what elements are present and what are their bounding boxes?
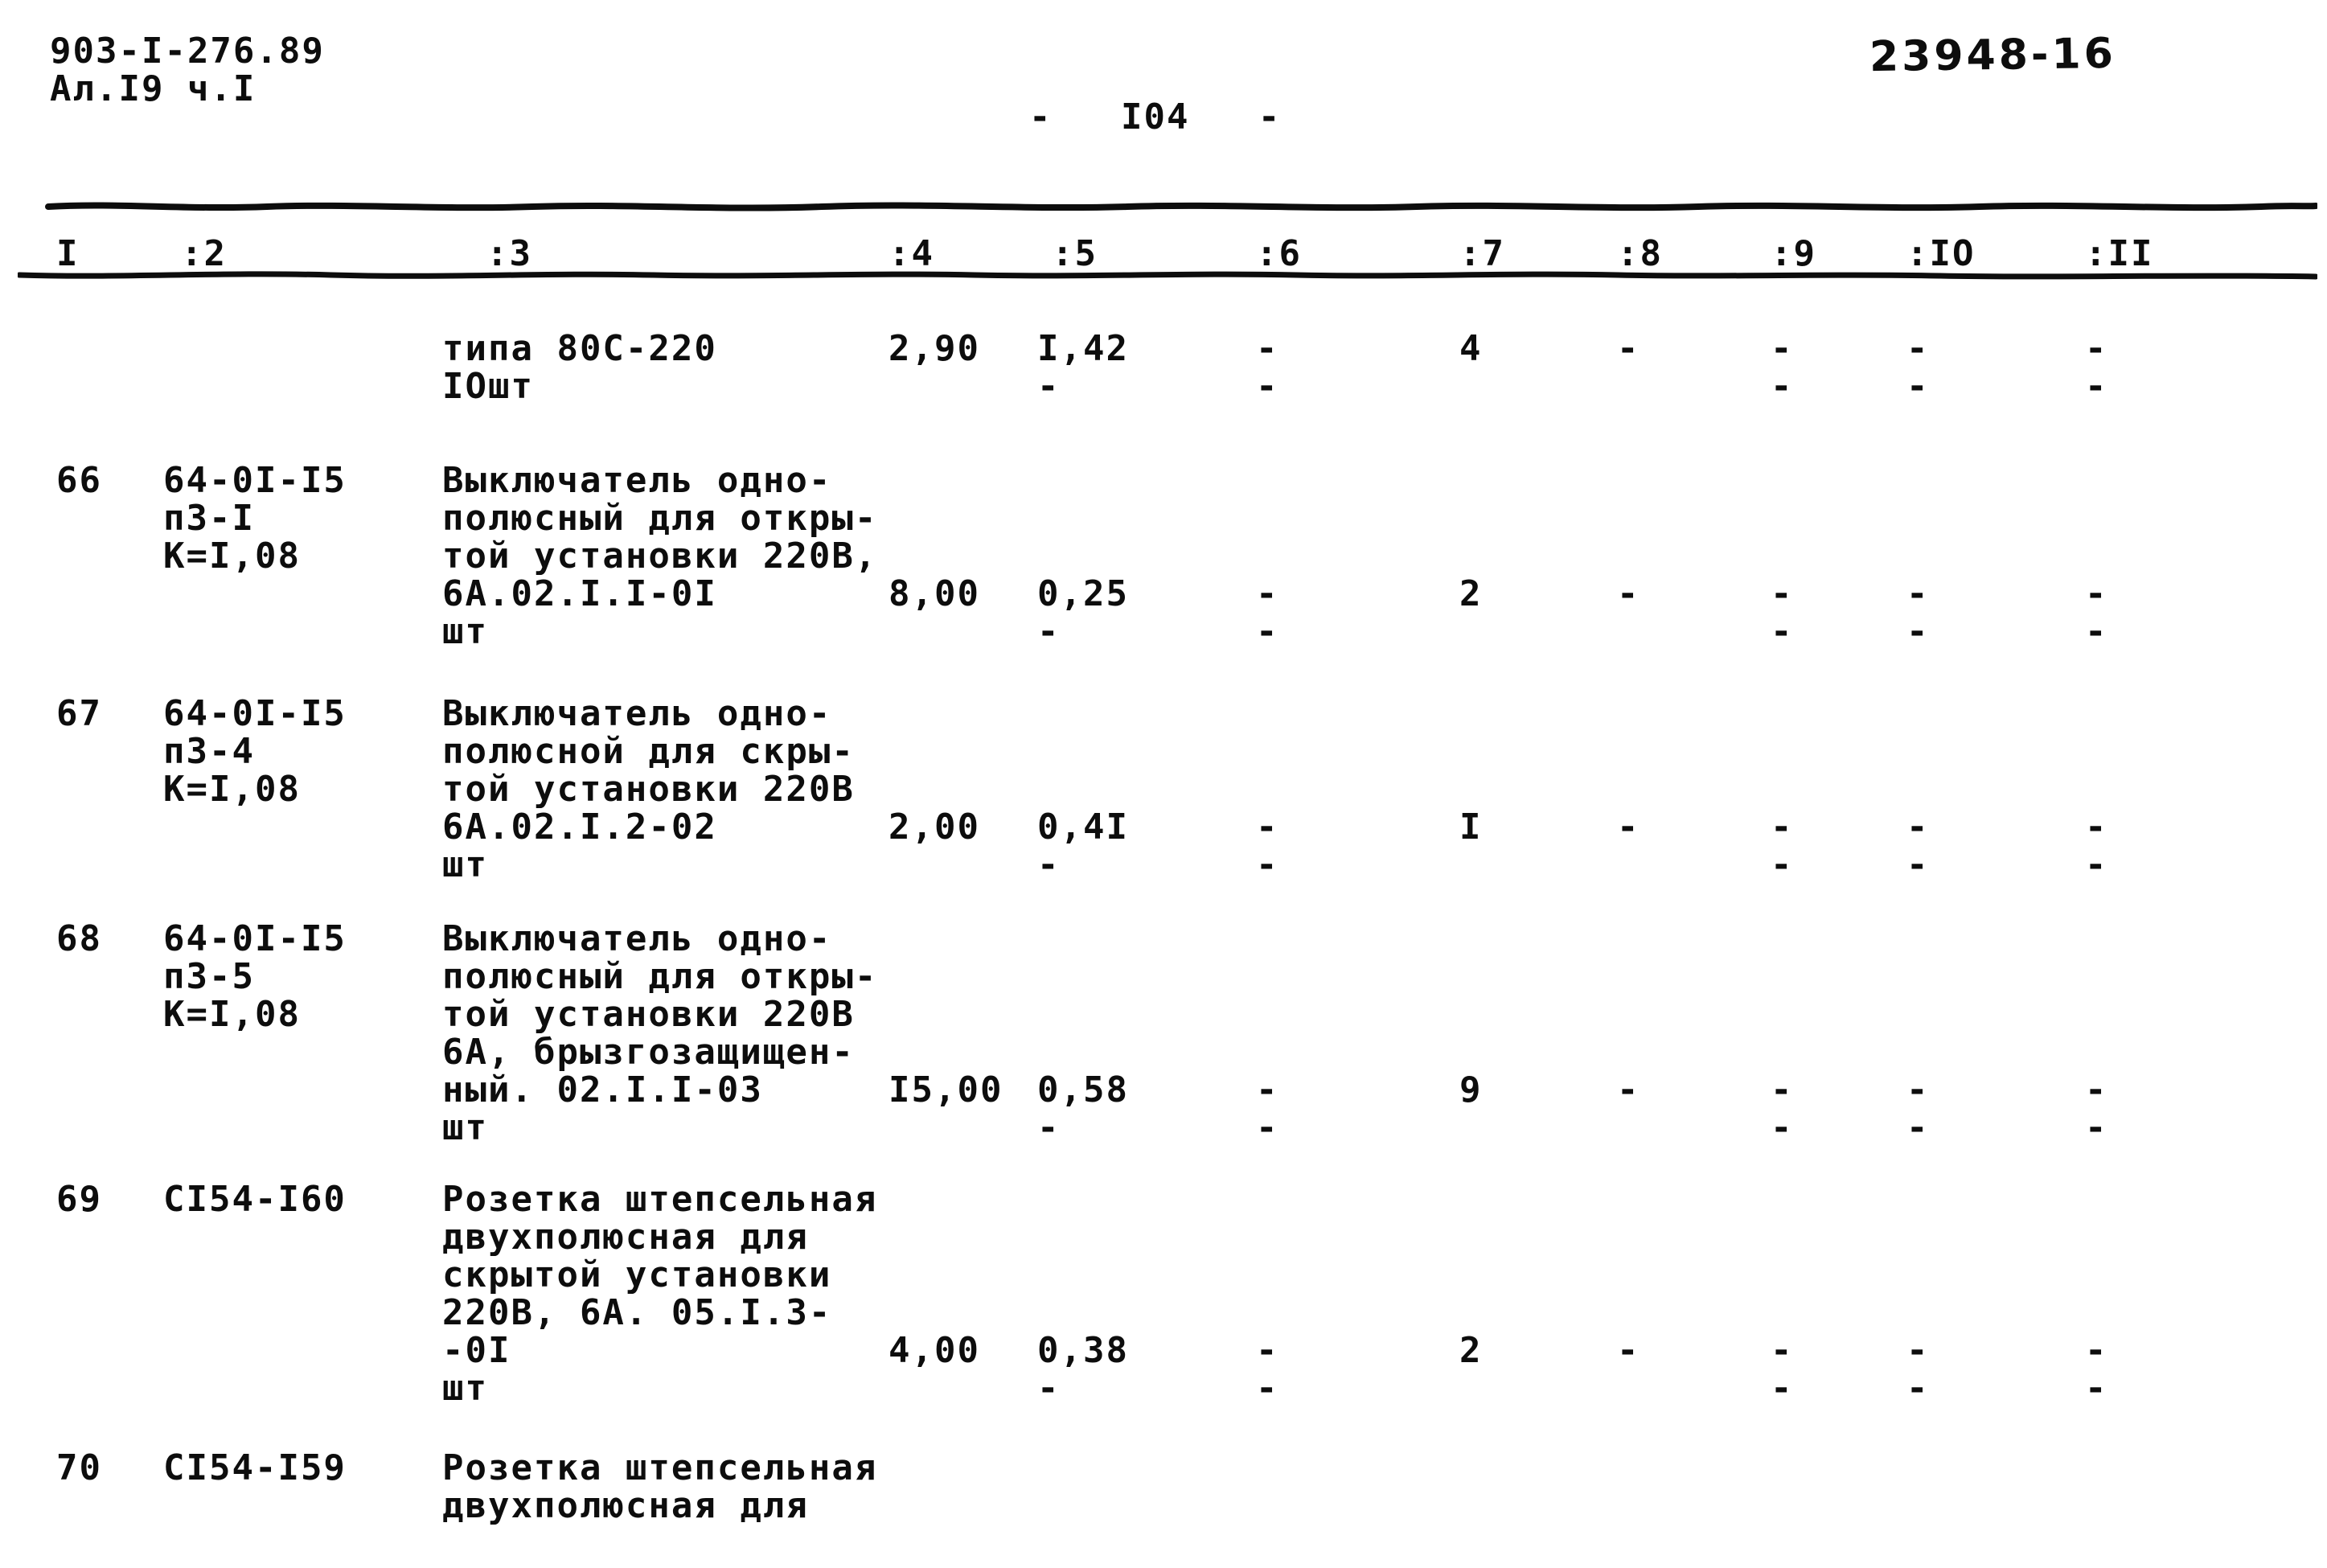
code-cell: СI54-I60: [163, 1179, 347, 1220]
value-cell: 2,00: [889, 807, 980, 848]
column-header: :II: [2085, 233, 2154, 274]
column-header: :2: [181, 233, 227, 274]
value-cell: - -: [1771, 1069, 1794, 1148]
value-cell: 0,4I -: [1037, 807, 1129, 885]
value-cell: - -: [1906, 1069, 1930, 1148]
value-cell: - -: [1256, 807, 1279, 885]
table-header-rule: [18, 271, 2317, 280]
row-number-cell: 66: [56, 460, 102, 501]
value-cell: 2: [1459, 1330, 1483, 1371]
column-header: :8: [1617, 233, 1663, 274]
value-cell: - -: [1771, 328, 1794, 407]
value-cell: - -: [1256, 328, 1279, 407]
value-cell: [1617, 1449, 1771, 1525]
row-number-cell: [56, 330, 163, 405]
value-cell: - -: [1906, 807, 1930, 885]
table-header-row: I :2 :3 :4 :5 :6 :7 :8 :9 :IO :II: [0, 235, 2327, 273]
code-cell: [163, 330, 442, 405]
value-cell: [1771, 1449, 1906, 1525]
value-cell: [889, 1449, 1037, 1525]
column-header: :9: [1771, 233, 1816, 274]
value-cell: - -: [2085, 807, 2108, 885]
value-cell: - -: [2085, 573, 2108, 652]
value-cell: 2,90: [889, 328, 980, 369]
value-cell: -: [1617, 328, 1640, 369]
value-cell: - -: [2085, 1069, 2108, 1148]
table-row: типа 80С-220 IОшт 2,90 I,42 - - - 4 - - …: [0, 330, 2327, 405]
value-cell: - -: [2085, 1330, 2108, 1409]
table-row: 66 64-0I-I5 п3-I К=I,08 Выключатель одно…: [0, 462, 2327, 651]
value-cell: [2085, 1449, 2327, 1525]
handwritten-stamp: 23948-16: [1869, 29, 2117, 82]
column-header: :3: [486, 233, 532, 274]
row-number-cell: 70: [56, 1447, 102, 1488]
value-cell: [1906, 1449, 2085, 1525]
column-header: :IO: [1906, 233, 1976, 274]
value-cell: I5,00: [889, 1069, 1003, 1110]
code-cell: 64-0I-I5 п3-I К=I,08: [163, 460, 347, 577]
value-cell: 9: [1459, 1069, 1483, 1110]
value-cell: -: [1617, 573, 1640, 614]
value-cell: - -: [1256, 1069, 1279, 1148]
table-row: 67 64-0I-I5 п3-4 К=I,08 Выключатель одно…: [0, 695, 2327, 884]
column-header: :6: [1256, 233, 1302, 274]
column-header: I: [56, 233, 80, 274]
table-row: 70 СI54-I59 Розетка штепсельная двухполю…: [0, 1449, 2327, 1525]
value-cell: [1256, 1449, 1459, 1525]
document-code: 903-I-276.89 Ал.I9 ч.I: [50, 31, 325, 109]
value-cell: -: [1617, 1330, 1640, 1371]
description-cell: Выключатель одно- полюсной для скры- той…: [442, 693, 855, 885]
value-cell: - -: [1256, 1330, 1279, 1409]
row-number-cell: 68: [56, 918, 102, 959]
value-cell: - -: [2085, 328, 2108, 407]
value-cell: - -: [1256, 573, 1279, 652]
description-cell: Розетка штепсельная двухполюсная для: [442, 1447, 878, 1526]
row-number-cell: 69: [56, 1179, 102, 1220]
description-cell: типа 80С-220 IОшт: [442, 328, 717, 407]
page-number: - I04 -: [1029, 96, 1282, 138]
value-cell: 4,00: [889, 1330, 980, 1371]
value-cell: [1459, 1449, 1617, 1525]
value-cell: 2: [1459, 573, 1483, 614]
value-cell: 0,38 -: [1037, 1330, 1129, 1409]
table-body: типа 80С-220 IОшт 2,90 I,42 - - - 4 - - …: [0, 330, 2327, 1525]
column-header: :5: [1052, 233, 1098, 274]
value-cell: -: [1617, 807, 1640, 848]
value-cell: 0,58 -: [1037, 1069, 1129, 1148]
column-header: :7: [1459, 233, 1505, 274]
value-cell: - -: [1771, 573, 1794, 652]
description-cell: Выключатель одно- полюсный для откры- то…: [442, 918, 878, 1148]
description-cell: Розетка штепсельная двухполюсная для скр…: [442, 1179, 878, 1409]
value-cell: 4: [1459, 328, 1483, 369]
description-cell: Выключатель одно- полюсный для откры- то…: [442, 460, 878, 652]
value-cell: I,42 -: [1037, 328, 1129, 407]
code-cell: СI54-I59: [163, 1447, 347, 1488]
row-number-cell: 67: [56, 693, 102, 734]
code-cell: 64-0I-I5 п3-5 К=I,08: [163, 918, 347, 1035]
value-cell: - -: [1906, 573, 1930, 652]
value-cell: - -: [1906, 328, 1930, 407]
table-top-rule: [45, 202, 2317, 211]
value-cell: - -: [1906, 1330, 1930, 1409]
value-cell: - -: [1771, 1330, 1794, 1409]
table-row: 68 64-0I-I5 п3-5 К=I,08 Выключатель одно…: [0, 920, 2327, 1147]
column-header: :4: [889, 233, 934, 274]
value-cell: 8,00: [889, 573, 980, 614]
value-cell: - -: [1771, 807, 1794, 885]
value-cell: I: [1459, 807, 1483, 848]
code-cell: 64-0I-I5 п3-4 К=I,08: [163, 693, 347, 810]
value-cell: -: [1617, 1069, 1640, 1110]
value-cell: 0,25 -: [1037, 573, 1129, 652]
value-cell: [1037, 1449, 1256, 1525]
table-row: 69 СI54-I60 Розетка штепсельная двухполю…: [0, 1180, 2327, 1407]
